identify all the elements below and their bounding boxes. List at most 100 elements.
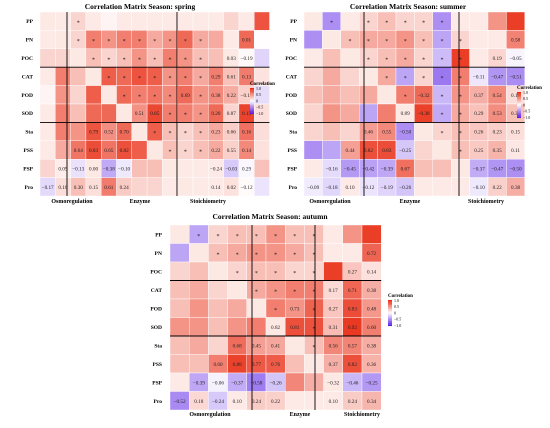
legend-gradient-step bbox=[388, 305, 392, 307]
row-label: Pro bbox=[289, 185, 298, 191]
legend-gradient-step bbox=[388, 316, 392, 319]
heatmap-cell bbox=[340, 48, 360, 68]
heatmap-cell bbox=[146, 11, 163, 31]
significance-star: * bbox=[169, 39, 172, 45]
heatmap-cell bbox=[303, 11, 323, 31]
cell-value-label: −0.42 bbox=[362, 166, 374, 172]
significance-star: * bbox=[199, 131, 202, 137]
heatmap-cell bbox=[85, 66, 102, 86]
legend-gradient-step bbox=[517, 105, 521, 107]
significance-star: * bbox=[422, 76, 425, 82]
cell-value-label: −0.06 bbox=[212, 380, 224, 386]
heatmap-cell bbox=[451, 177, 470, 197]
cell-value-label: 0.02 bbox=[227, 185, 236, 191]
heatmap-cell bbox=[131, 177, 148, 197]
heatmap-cell bbox=[303, 85, 323, 105]
heatmap-cell bbox=[322, 30, 341, 49]
cell-value-label: −0.10 bbox=[118, 166, 130, 172]
cell-value-label: 0.76 bbox=[271, 362, 280, 368]
significance-star: * bbox=[107, 58, 110, 64]
row-label: POC bbox=[21, 56, 33, 62]
significance-star: * bbox=[217, 252, 220, 258]
significance-star: * bbox=[199, 58, 202, 64]
cell-value-label: −0.17 bbox=[42, 185, 54, 191]
significance-star: * bbox=[153, 76, 156, 82]
cell-value-label: 0.22 bbox=[271, 399, 280, 405]
significance-star: * bbox=[123, 39, 126, 45]
significance-star: * bbox=[184, 39, 187, 45]
heatmap-cell bbox=[131, 140, 148, 160]
cell-value-label: 0.09 bbox=[58, 166, 67, 172]
cell-value-label: 0.67 bbox=[401, 166, 410, 172]
cell-value-label: 0.18 bbox=[194, 399, 203, 405]
legend-gradient-step bbox=[388, 313, 392, 315]
cell-value-label: 0.89 bbox=[401, 111, 410, 117]
significance-star: * bbox=[107, 39, 110, 45]
legend-tick-label: −0.5 bbox=[394, 317, 401, 322]
significance-star: * bbox=[255, 252, 258, 258]
legend-gradient-step bbox=[388, 323, 392, 325]
significance-star: * bbox=[293, 289, 296, 295]
cell-value-label: −0.09 bbox=[307, 185, 319, 191]
column-group-label: Stoichiometry bbox=[344, 412, 380, 418]
cell-value-label: 0.29 bbox=[242, 166, 251, 172]
significance-star: * bbox=[422, 39, 425, 45]
legend-tick-label: −0.5 bbox=[256, 105, 263, 110]
legend-gradient-step bbox=[388, 310, 392, 312]
heatmap-cell bbox=[188, 261, 209, 281]
row-label: PSS bbox=[288, 148, 297, 154]
cell-value-label: 0.29 bbox=[474, 111, 483, 117]
heatmap-cell bbox=[340, 103, 360, 123]
heatmap-cell bbox=[238, 11, 255, 31]
legend-tick-label: 0.5 bbox=[256, 92, 261, 97]
heatmap-cell bbox=[169, 372, 190, 392]
row-label: CAT bbox=[286, 74, 298, 80]
legend-tick-label: −0.5 bbox=[523, 109, 530, 114]
heatmap-cell bbox=[342, 243, 363, 263]
heatmap-cell bbox=[361, 224, 382, 244]
heatmap-cell bbox=[55, 30, 71, 49]
cell-value-label: −0.25 bbox=[399, 148, 411, 154]
heatmap-cell bbox=[169, 243, 190, 263]
cell-value-label: 0.58 bbox=[511, 38, 520, 44]
heatmap-cell bbox=[285, 372, 305, 392]
significance-star: * bbox=[123, 76, 126, 82]
heatmap-cell bbox=[359, 103, 378, 123]
cell-value-label: −0.52 bbox=[174, 399, 186, 405]
cell-value-label: 0.10 bbox=[233, 399, 242, 405]
row-label: PP bbox=[26, 19, 33, 25]
heatmap-cell bbox=[162, 11, 178, 31]
heatmap-cell bbox=[322, 48, 341, 68]
row-label: Sta bbox=[154, 343, 162, 349]
heatmap-cell bbox=[414, 140, 433, 160]
heatmap-cell bbox=[188, 280, 209, 300]
significance-star: * bbox=[107, 76, 110, 82]
cell-value-label: 0.61 bbox=[227, 74, 236, 80]
cell-value-label: 0.19 bbox=[493, 56, 502, 62]
cell-value-label: 0.30 bbox=[511, 111, 520, 117]
significance-star: * bbox=[77, 39, 80, 45]
heatmap-cell bbox=[322, 103, 341, 123]
heatmap-cell bbox=[188, 317, 209, 337]
significance-star: * bbox=[441, 94, 444, 100]
heatmap-cell bbox=[131, 158, 148, 178]
significance-star: * bbox=[313, 271, 316, 277]
significance-star: * bbox=[255, 271, 258, 277]
cell-value-label: 0.31 bbox=[329, 325, 338, 331]
heatmap-cell bbox=[208, 317, 228, 337]
row-label: PSP bbox=[23, 166, 33, 172]
cell-value-label: −0.16 bbox=[326, 166, 338, 172]
cell-value-label: 0.24 bbox=[348, 399, 357, 405]
heatmap-cell bbox=[169, 261, 190, 281]
cell-value-label: 0.17 bbox=[329, 288, 338, 294]
heatmap-cell bbox=[55, 48, 71, 68]
heatmap-cell bbox=[303, 103, 323, 123]
heatmap-cell bbox=[100, 85, 117, 105]
significance-star: * bbox=[459, 39, 462, 45]
cell-value-label: 0.16 bbox=[58, 185, 67, 191]
heatmap-cell bbox=[304, 372, 324, 392]
cell-value-label: 0.82 bbox=[348, 362, 357, 368]
legend-gradient-step bbox=[517, 98, 521, 100]
significance-star: * bbox=[274, 289, 277, 295]
